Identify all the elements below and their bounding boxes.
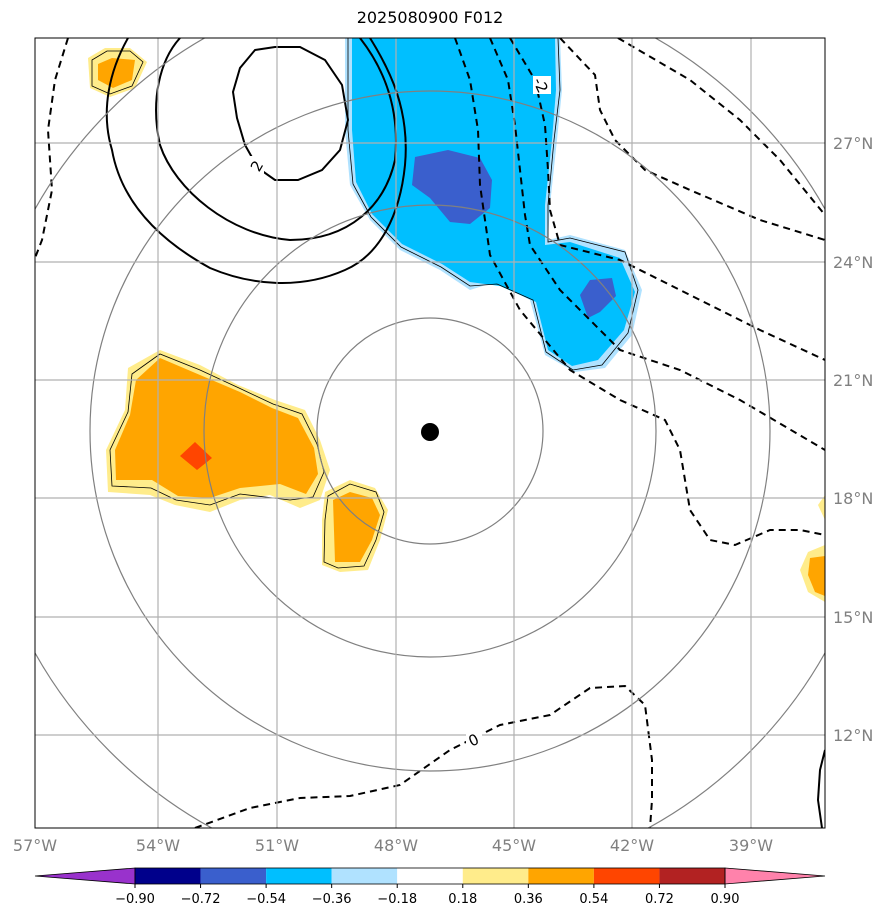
- lon-label: 42°W: [610, 836, 654, 855]
- colorbar-segment: [135, 868, 201, 884]
- lat-label: 18°N: [833, 489, 873, 508]
- lon-label: 51°W: [255, 836, 299, 855]
- storm-center-marker: [421, 423, 439, 441]
- colorbar-tick-label: 0.18: [448, 892, 477, 907]
- colorbar-ticks: −0.90 −0.72 −0.54 −0.36 −0.18 0.18 0.36 0.54 0.7…: [115, 884, 739, 907]
- colorbar-segment: [397, 868, 463, 884]
- colorbar-tick-label: 0.54: [579, 892, 608, 907]
- colorbar-tick-label: −0.54: [246, 892, 286, 907]
- colorbar-segment: [331, 868, 398, 884]
- lat-label: 24°N: [833, 253, 873, 272]
- solid-contours: [105, 38, 825, 828]
- colorbar-tick-label: 0.72: [645, 892, 674, 907]
- colorbar-extend-high: [724, 867, 826, 885]
- colorbar-extend-low: [34, 867, 136, 885]
- colorbar-tick-label: −0.90: [115, 892, 155, 907]
- negative-anomaly-region: [345, 38, 642, 372]
- lon-label: 48°W: [374, 836, 418, 855]
- map-gridlines: [35, 38, 825, 828]
- lat-label: 12°N: [833, 726, 873, 745]
- colorbar-segment: [528, 868, 594, 884]
- lat-label: 27°N: [833, 134, 873, 153]
- plot-frame: [34, 37, 826, 829]
- colorbar-outline: [134, 867, 726, 885]
- colorbar-tick-label: 0.90: [711, 892, 740, 907]
- colorbar-segment: [462, 868, 529, 884]
- map-plot-area: 2 -2 0: [35, 38, 825, 828]
- lat-label: 15°N: [833, 608, 873, 627]
- colorbar-tick-label: 0.36: [514, 892, 543, 907]
- colorbar: −0.90 −0.72 −0.54 −0.36 −0.18 0.18 0.36 0.54 0.7…: [34, 867, 826, 907]
- contour-label-negative: -2: [529, 75, 552, 96]
- latitude-labels: 27°N 24°N 21°N 18°N 15°N 12°N: [833, 134, 873, 745]
- colorbar-tick-label: −0.36: [312, 892, 352, 907]
- colorbar-segment: [659, 868, 725, 884]
- longitude-labels: 57°W 54°W 51°W 48°W 45°W 42°W 39°W: [13, 836, 773, 855]
- map-title: 2025080900 F012: [356, 8, 504, 27]
- lat-label: 21°N: [833, 371, 873, 390]
- colorbar-segment: [266, 868, 332, 884]
- positive-anomaly-region: [88, 48, 825, 602]
- colorbar-segment: [593, 868, 660, 884]
- range-rings: [35, 38, 825, 828]
- lon-label: 39°W: [729, 836, 773, 855]
- colorbar-segment: [200, 868, 267, 884]
- contour-labels: 2 -2 0: [247, 75, 552, 751]
- colorbar-segments: [34, 867, 826, 885]
- lon-label: 54°W: [136, 836, 180, 855]
- lon-label: 45°W: [492, 836, 536, 855]
- colorbar-tick-label: −0.72: [181, 892, 221, 907]
- lon-label: 57°W: [13, 836, 57, 855]
- colorbar-tick-label: −0.18: [377, 892, 417, 907]
